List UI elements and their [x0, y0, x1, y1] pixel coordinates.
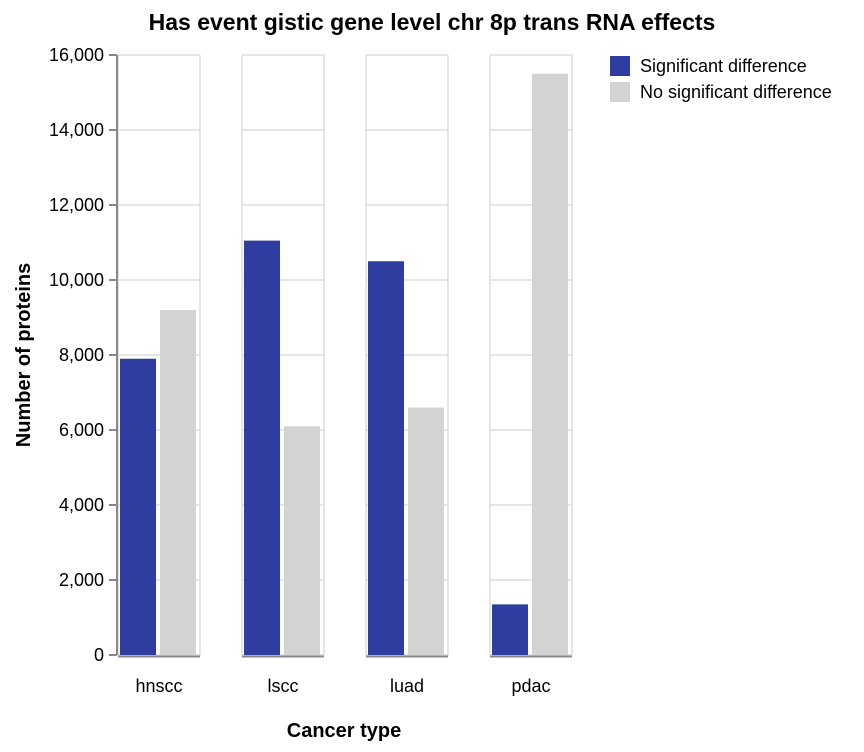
bar — [160, 310, 196, 655]
y-tick-label: 16,000 — [49, 45, 104, 65]
y-tick-label: 12,000 — [49, 195, 104, 215]
bar — [492, 604, 528, 655]
x-tick-label: pdac — [511, 676, 550, 696]
legend-swatch — [610, 56, 630, 76]
bar — [532, 73, 568, 655]
bar — [368, 261, 404, 655]
chart-title: Has event gistic gene level chr 8p trans… — [149, 9, 716, 35]
bar — [284, 426, 320, 655]
x-axis-title: Cancer type — [287, 720, 402, 742]
y-tick-label: 0 — [94, 645, 104, 665]
legend-swatch — [610, 82, 630, 102]
y-tick-label: 2,000 — [59, 570, 104, 590]
y-axis-title: Number of proteins — [13, 263, 35, 447]
legend-label: Significant difference — [640, 56, 807, 76]
y-tick-label: 6,000 — [59, 420, 104, 440]
legend: Significant difference No significant dif… — [610, 56, 832, 102]
x-tick-label: hnscc — [135, 676, 182, 696]
y-tick-label: 14,000 — [49, 120, 104, 140]
y-tick-label: 10,000 — [49, 270, 104, 290]
bar — [120, 358, 156, 655]
bar — [244, 240, 280, 655]
x-tick-label: lscc — [268, 676, 299, 696]
bar — [408, 407, 444, 655]
y-tick-label: 4,000 — [59, 495, 104, 515]
legend-label: No significant difference — [640, 82, 832, 102]
x-tick-label: luad — [390, 676, 424, 696]
axes: hnscc lscc luad pdac 0 2,000 4,000 6,000 8,000 10… — [49, 45, 572, 696]
y-tick-label: 8,000 — [59, 345, 104, 365]
bars — [120, 73, 568, 655]
